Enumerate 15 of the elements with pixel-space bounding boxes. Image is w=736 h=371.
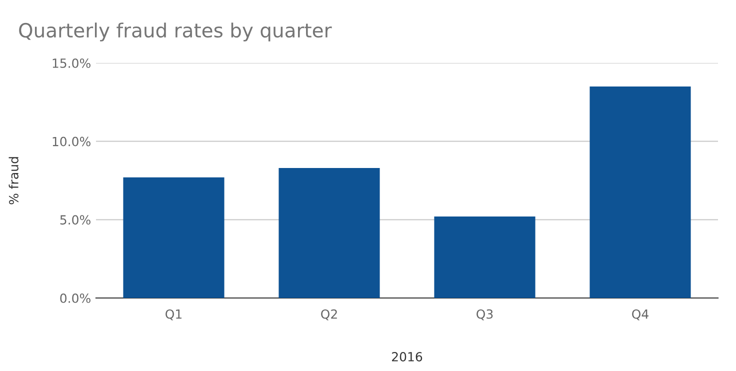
x-tick-label: Q1: [166, 309, 182, 320]
x-tick-label: Q3: [476, 309, 493, 320]
x-tick-label: Q4: [632, 309, 648, 320]
y-tick-label: 10.0%: [52, 136, 90, 146]
bar: [278, 168, 380, 298]
x-tick-label: Q2: [321, 309, 337, 320]
bar: [123, 177, 224, 298]
y-tick-label: 0.0%: [60, 293, 90, 303]
x-axis-title: 2016: [392, 352, 422, 362]
bar: [434, 216, 536, 298]
bar: [590, 86, 691, 298]
y-tick-label: 5.0%: [60, 215, 90, 225]
chart-title: Quarterly fraud rates by quarter: [19, 22, 332, 42]
y-axis-title: % fraud: [8, 157, 18, 204]
y-tick-label: 15.0%: [52, 58, 90, 68]
